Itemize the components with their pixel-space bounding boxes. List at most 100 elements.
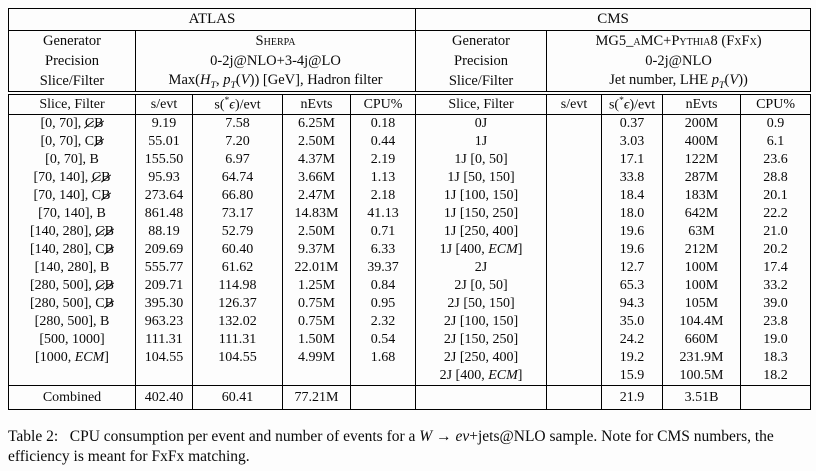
cms-combined-s-eff-per-evt: 21.9 [601, 385, 664, 410]
combined-row: Combined 402.40 60.41 77.21M 21.9 3.51B [8, 385, 812, 410]
atlas-cpu-cell: 0.18 [349, 114, 417, 133]
cpu-consumption-table: ATLAS CMS Generator Sherpa Generator MG5… [8, 8, 812, 410]
atlas-cpu-cell: 2.19 [349, 151, 417, 169]
cms-slice-cell: 2J [50, 150] [415, 295, 548, 313]
atlas-nevts-cell: 0.75M [282, 295, 351, 313]
cms-s-per-evt-cell [546, 169, 603, 187]
cms-slice-cell: 1J [50, 150] [415, 169, 548, 187]
cms-nevts-cell: 183M [662, 187, 742, 205]
table-row: [70, 140], CB 95.93 64.74 3.66M 1.13 1J … [8, 169, 812, 187]
cms-cpu-cell: 18.2 [740, 367, 812, 386]
cms-combined-label [415, 385, 548, 410]
atlas-cpu-cell: 0.44 [349, 133, 417, 151]
cms-nevts-cell: 231.9M [662, 349, 742, 367]
cms-s-per-evt-cell [546, 259, 603, 277]
atlas-col-cpu: CPU% [349, 91, 417, 115]
cms-nevts-cell: 660M [662, 331, 742, 349]
atlas-slice-cell: [70, 140], CB [8, 169, 136, 187]
atlas-slice-cell: [500, 1000] [8, 331, 136, 349]
cms-nevts-cell: 100.5M [662, 367, 742, 386]
atlas-slice-cell: [280, 500], CB [8, 295, 136, 313]
cms-s-per-evt-cell [546, 133, 603, 151]
atlas-s-eff-per-evt-cell: 73.17 [192, 205, 283, 223]
cms-s-per-evt-cell [546, 114, 603, 133]
cms-combined-s-per-evt [546, 385, 603, 410]
cms-s-per-evt-cell [546, 349, 603, 367]
atlas-s-eff-per-evt-cell: 7.58 [192, 114, 283, 133]
atlas-s-per-evt-cell: 395.30 [135, 295, 193, 313]
atlas-nevts-cell: 1.25M [282, 277, 351, 295]
cms-s-eff-per-evt-cell: 24.2 [601, 331, 664, 349]
atlas-nevts-cell: 2.50M [282, 223, 351, 241]
cms-nevts-cell: 642M [662, 205, 742, 223]
atlas-slice-cell: [140, 280], B [8, 259, 136, 277]
atlas-s-eff-per-evt-cell [192, 367, 283, 386]
cms-s-per-evt-cell [546, 367, 603, 386]
atlas-s-eff-per-evt-cell: 132.02 [192, 313, 283, 331]
cms-combined-cpu [740, 385, 812, 410]
cms-slice-cell: 2J [250, 400] [415, 349, 548, 367]
cms-slice-cell: 1J [250, 400] [415, 223, 548, 241]
atlas-combined-s-eff-per-evt: 60.41 [192, 385, 283, 410]
atlas-combined-cpu [349, 385, 417, 410]
atlas-s-per-evt-cell: 88.19 [135, 223, 193, 241]
atlas-s-per-evt-cell: 963.23 [135, 313, 193, 331]
atlas-s-eff-per-evt-cell: 126.37 [192, 295, 283, 313]
cms-s-per-evt-cell [546, 241, 603, 259]
cms-s-per-evt-cell [546, 277, 603, 295]
atlas-s-per-evt-cell: 9.19 [135, 114, 193, 133]
cms-cpu-cell: 18.3 [740, 349, 812, 367]
cms-s-eff-per-evt-cell: 35.0 [601, 313, 664, 331]
atlas-slice-filter-value: Max(HT, pT(V)) [GeV], Hadron filter [135, 71, 417, 93]
atlas-s-eff-per-evt-cell: 114.98 [192, 277, 283, 295]
table-row: [70, 140], B 861.48 73.17 14.83M 41.13 1… [8, 205, 812, 223]
atlas-s-per-evt-cell: 111.31 [135, 331, 193, 349]
atlas-col-s-per-evt: s/evt [135, 91, 193, 115]
cms-slice-cell: 0J [415, 114, 548, 133]
cms-precision-value: 0-2j@NLO [645, 52, 712, 69]
cms-s-per-evt-cell [546, 205, 603, 223]
cms-s-per-evt-cell [546, 295, 603, 313]
cms-col-cpu: CPU% [740, 91, 812, 115]
table-row: [140, 280], B 555.77 61.62 22.01M 39.37 … [8, 259, 812, 277]
cms-slice-cell: 1J [400, ECM] [415, 241, 548, 259]
generator-row: Generator Sherpa Generator MG5_aMC+Pythi… [8, 30, 811, 51]
atlas-s-eff-per-evt-cell: 111.31 [192, 331, 283, 349]
cms-nevts-cell: 122M [662, 151, 742, 169]
atlas-combined-s-per-evt: 402.40 [135, 385, 193, 410]
table-row: 2J [400, ECM] 15.9 100.5M 18.2 [8, 367, 812, 386]
atlas-precision-label: Precision [8, 51, 136, 71]
cms-cpu-cell: 28.8 [740, 169, 812, 187]
atlas-combined-label: Combined [8, 385, 136, 410]
atlas-slice-cell: [0, 70], CB [8, 114, 136, 133]
cms-s-eff-per-evt-cell: 18.0 [601, 205, 664, 223]
atlas-nevts-cell: 1.50M [282, 331, 351, 349]
cms-slice-cell: 2J [150, 250] [415, 331, 548, 349]
cms-s-eff-per-evt-cell: 33.8 [601, 169, 664, 187]
atlas-slice-filter-label: Slice/Filter [8, 71, 136, 93]
cms-col-s-per-evt: s/evt [546, 91, 603, 115]
table-body: [0, 70], CB 9.19 7.58 6.25M 0.18 0J 0.37… [8, 114, 812, 386]
cms-s-per-evt-cell [546, 187, 603, 205]
table-row: [70, 140], CB 273.64 66.80 2.47M 2.18 1J… [8, 187, 812, 205]
cms-generator-label: Generator [415, 30, 548, 51]
table-row: [0, 70], CB 9.19 7.58 6.25M 0.18 0J 0.37… [8, 114, 812, 133]
cms-cpu-cell: 19.0 [740, 331, 812, 349]
table-row: [0, 70], B 155.50 6.97 4.37M 2.19 1J [0,… [8, 151, 812, 169]
experiment-title-row: ATLAS CMS [8, 8, 811, 31]
cms-s-eff-per-evt-cell: 19.6 [601, 223, 664, 241]
table-row: [1000, ECM] 104.55 104.55 4.99M 1.68 2J … [8, 349, 812, 367]
cms-col-nevts: nEvts [662, 91, 742, 115]
atlas-generator-label: Generator [8, 30, 136, 51]
atlas-s-eff-per-evt-cell: 61.62 [192, 259, 283, 277]
atlas-cpu-cell: 6.33 [349, 241, 417, 259]
atlas-slice-cell [8, 367, 136, 386]
atlas-cpu-cell: 41.13 [349, 205, 417, 223]
atlas-nevts-cell: 3.66M [282, 169, 351, 187]
cms-cpu-cell: 17.4 [740, 259, 812, 277]
atlas-s-per-evt-cell: 104.55 [135, 349, 193, 367]
cms-slice-cell: 1J [150, 250] [415, 205, 548, 223]
cms-col-slice-filter: Slice, Filter [415, 91, 548, 115]
atlas-cpu-cell: 2.18 [349, 187, 417, 205]
